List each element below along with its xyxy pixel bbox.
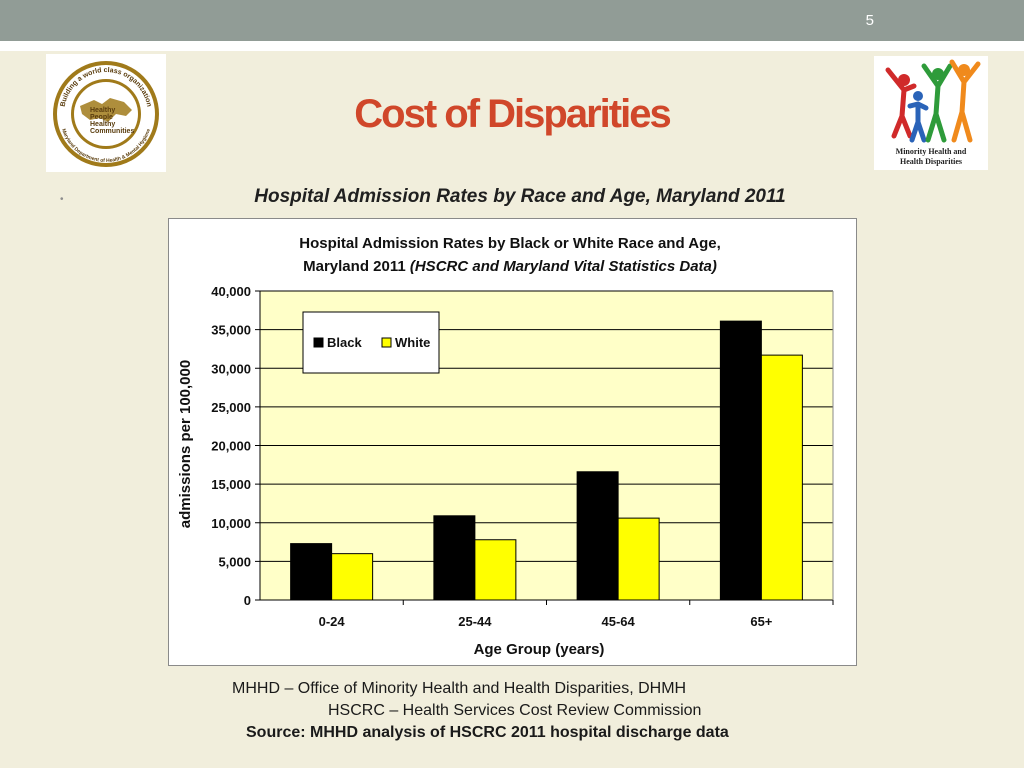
bar-black-25-44	[433, 515, 476, 601]
legend-swatch-black	[313, 337, 324, 348]
footer-source: Source: MHHD analysis of HSCRC 2011 hosp…	[246, 724, 729, 741]
bullet-marker: •	[60, 194, 64, 205]
legend-box	[302, 311, 440, 374]
bar-white-65+	[760, 354, 803, 601]
slide-title: Cost of Disparities	[354, 92, 671, 136]
maryland-dhmh-seal-icon: Building a world class organization Mary…	[53, 61, 159, 167]
mhhd-logo: Minority Health and Health Disparities	[874, 56, 988, 170]
seal-center-text: People	[90, 114, 113, 121]
slide-number: 5	[865, 12, 874, 29]
minority-health-figures-icon: Minority Health and Health Disparities	[885, 59, 981, 166]
legend-swatch-white	[381, 337, 392, 348]
seal-center-text: Communities	[90, 128, 134, 135]
x-tick-label: 45-64	[602, 614, 636, 629]
bar-chart: Hospital Admission Rates by Black or Whi…	[177, 235, 834, 658]
y-tick-label: 20,000	[211, 439, 251, 454]
mhhd-caption-line2: Health Disparities	[900, 157, 962, 166]
x-tick-label: 25-44	[458, 614, 492, 629]
legend-label-white: White	[395, 335, 430, 350]
y-axis-label: admissions per 100,000	[177, 360, 194, 528]
dhmh-logo: Building a world class organization Mary…	[46, 54, 166, 172]
x-tick-label: 0-24	[319, 614, 346, 629]
x-axis-label: Age Group (years)	[474, 641, 605, 658]
y-tick-label: 5,000	[218, 554, 251, 569]
top-bar	[0, 0, 1024, 41]
bar-white-45-64	[617, 517, 660, 601]
y-tick-label: 35,000	[211, 323, 251, 338]
y-tick-label: 30,000	[211, 361, 251, 376]
slide-subtitle: Hospital Admission Rates by Race and Age…	[254, 186, 786, 207]
y-tick-label: 40,000	[211, 284, 251, 299]
bar-black-45-64	[576, 471, 619, 601]
footer-line-hscrc: HSCRC – Health Services Cost Review Comm…	[328, 702, 702, 719]
mhhd-caption-line1: Minority Health and	[896, 147, 967, 156]
footer-line-mhhd: MHHD – Office of Minority Health and Hea…	[232, 680, 687, 697]
x-tick-label: 65+	[750, 614, 772, 629]
y-tick-label: 25,000	[211, 400, 251, 415]
seal-center-text: Healthy	[90, 121, 115, 128]
bar-black-65+	[719, 320, 762, 601]
bar-white-0-24	[331, 553, 374, 601]
legend: Black White	[302, 311, 440, 374]
chart-title-line1: Hospital Admission Rates by Black or Whi…	[299, 235, 721, 252]
chart-container: Hospital Admission Rates by Black or Whi…	[168, 218, 857, 666]
bar-black-0-24	[290, 543, 333, 601]
legend-label-black: Black	[327, 335, 362, 350]
seal-center-text: Healthy	[90, 107, 115, 114]
chart-title-line2: Maryland 2011 (HSCRC and Maryland Vital …	[303, 258, 717, 275]
y-tick-label: 0	[244, 593, 251, 608]
y-tick-label: 10,000	[211, 516, 251, 531]
top-bar-divider	[0, 41, 1024, 51]
y-tick-label: 15,000	[211, 477, 251, 492]
bar-white-25-44	[474, 539, 517, 601]
